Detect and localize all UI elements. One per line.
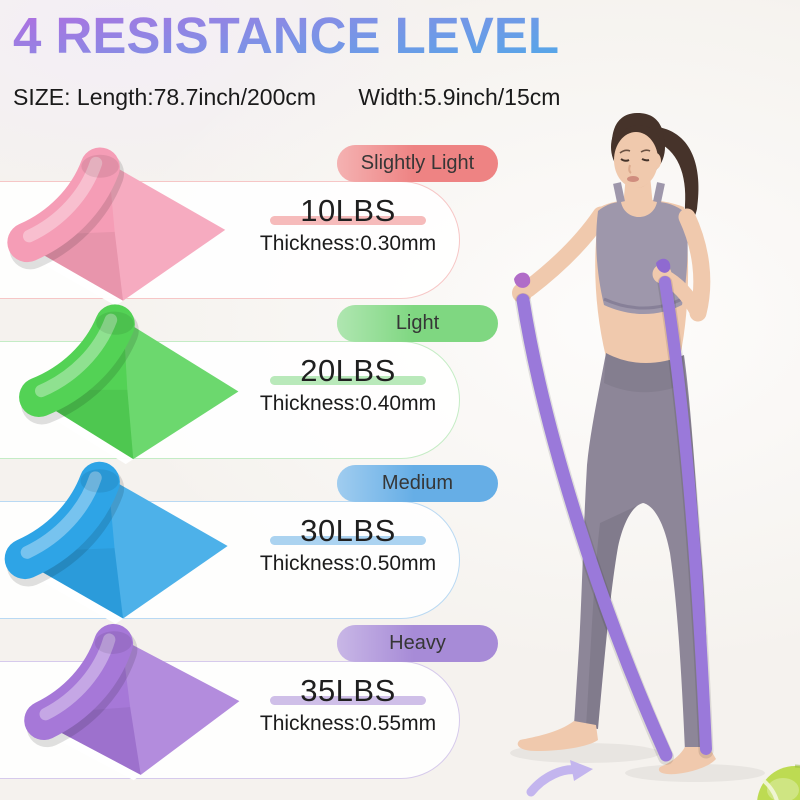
curved-arrow-icon xyxy=(526,758,596,800)
level-weight-text: 20LBS xyxy=(300,353,396,388)
size-width: Width:5.9inch/15cm xyxy=(358,84,561,110)
level-badge: Heavy xyxy=(337,625,498,662)
level-info: 20LBS Thickness:0.40mm xyxy=(252,354,444,416)
model-photo xyxy=(490,103,800,793)
level-badge: Slightly Light xyxy=(337,145,498,182)
level-weight: 30LBS xyxy=(270,513,426,548)
level-weight-text: 10LBS xyxy=(300,193,396,228)
level-badge-label: Slightly Light xyxy=(360,152,475,174)
level-info: 30LBS Thickness:0.50mm xyxy=(252,514,444,576)
level-weight: 10LBS xyxy=(270,193,426,228)
level-weight-text: 30LBS xyxy=(300,513,396,548)
level-weight: 35LBS xyxy=(270,673,426,708)
band-photo-pink xyxy=(0,136,256,308)
size-label: SIZE: xyxy=(13,84,71,110)
level-badge-label: Medium xyxy=(381,472,454,494)
level-badge: Light xyxy=(337,305,498,342)
level-thickness: Thickness:0.55mm xyxy=(259,712,437,735)
level-thickness: Thickness:0.50mm xyxy=(259,552,437,575)
level-badge: Medium xyxy=(337,465,498,502)
tennis-ball xyxy=(753,762,800,800)
band-photo-blue xyxy=(0,450,256,626)
size-length: Length:78.7inch/200cm xyxy=(76,84,317,110)
level-weight: 20LBS xyxy=(270,353,426,388)
level-weight-text: 35LBS xyxy=(300,673,396,708)
page-title: 4 RESISTANCE LEVEL xyxy=(13,7,559,64)
level-info: 35LBS Thickness:0.55mm xyxy=(252,674,444,736)
resistance-band xyxy=(514,258,714,765)
level-badge-label: Heavy xyxy=(389,632,446,654)
band-photo-green xyxy=(1,287,269,472)
level-info: 10LBS Thickness:0.30mm xyxy=(252,194,444,256)
level-badge-label: Light xyxy=(395,312,440,334)
level-thickness: Thickness:0.40mm xyxy=(259,392,437,415)
band-photo-purple xyxy=(5,604,269,791)
level-thickness: Thickness:0.30mm xyxy=(259,232,437,255)
size-line: SIZE: Length:78.7inch/200cm Width:5.9inc… xyxy=(13,84,560,111)
